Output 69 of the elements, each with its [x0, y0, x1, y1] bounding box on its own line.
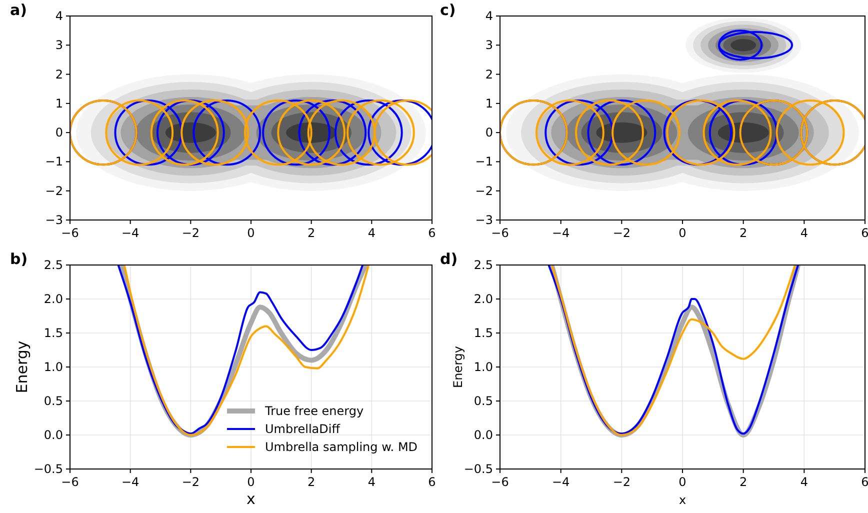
- x-tick-label: −2: [182, 475, 200, 489]
- x-tick-label: 6: [861, 475, 868, 489]
- y-tick-label: 3: [55, 38, 63, 52]
- legend-label: True free energy: [264, 404, 364, 418]
- y-tick-label: −3: [45, 213, 63, 227]
- x-tick-label: 2: [740, 475, 748, 489]
- y-tick-label: 1.0: [44, 360, 63, 374]
- x-tick-label: 2: [308, 226, 316, 240]
- chart-title: c): [440, 1, 456, 19]
- y-tick-label: 2.5: [474, 258, 493, 272]
- x-tick-label: −4: [121, 226, 140, 240]
- y-tick-label: 0: [485, 126, 493, 140]
- x-tick-label: 6: [428, 226, 436, 240]
- x-tick-label: −2: [612, 226, 631, 240]
- y-tick-label: −2: [45, 184, 63, 198]
- x-tick-label: 0: [678, 226, 686, 240]
- legend-label: UmbrellaDiff: [265, 422, 341, 436]
- chart-title: d): [440, 250, 458, 268]
- y-axis-title: Energy: [13, 340, 31, 394]
- y-tick-label: 2.0: [44, 292, 63, 306]
- x-tick-label: −2: [612, 475, 631, 489]
- x-tick-label: 0: [247, 475, 255, 489]
- x-axis-title: x: [678, 493, 686, 507]
- y-tick-label: 2.5: [44, 258, 63, 272]
- x-tick-label: −6: [61, 475, 79, 489]
- y-tick-label: 4: [55, 9, 63, 23]
- x-tick-label: 0: [678, 475, 686, 489]
- y-tick-label: −0.5: [34, 462, 63, 476]
- x-tick-label: −4: [552, 226, 570, 240]
- x-tick-label: −6: [61, 226, 79, 240]
- y-tick-label: −1: [475, 154, 493, 169]
- y-tick-label: 0.5: [44, 394, 63, 408]
- y-tick-label: 2.0: [474, 292, 493, 306]
- y-tick-label: 1: [55, 96, 63, 110]
- chart-title: b): [10, 250, 28, 268]
- x-axis-title: x: [246, 490, 256, 508]
- y-tick-label: −2: [475, 184, 493, 198]
- y-tick-label: 1.5: [474, 326, 493, 340]
- y-tick-label: −0.5: [464, 462, 493, 476]
- y-tick-label: 2: [485, 67, 493, 82]
- x-tick-label: −6: [491, 475, 509, 489]
- x-tick-label: 6: [428, 475, 436, 489]
- y-tick-label: 1.0: [474, 360, 493, 374]
- legend-label: Umbrella sampling w. MD: [265, 440, 418, 454]
- y-tick-label: 0: [55, 126, 63, 140]
- y-tick-label: 3: [485, 38, 493, 52]
- y-tick-label: −1: [45, 154, 63, 169]
- y-tick-label: 0.5: [474, 394, 493, 408]
- x-tick-label: 4: [800, 226, 808, 240]
- x-tick-label: 0: [247, 226, 255, 240]
- y-tick-label: 1: [485, 96, 493, 110]
- x-tick-label: 2: [740, 226, 748, 240]
- y-tick-label: 4: [485, 9, 493, 23]
- x-tick-label: −4: [552, 475, 570, 489]
- x-tick-label: 6: [861, 226, 868, 240]
- x-tick-label: 4: [800, 475, 808, 489]
- y-tick-label: −3: [475, 213, 493, 227]
- chart-title: a): [10, 1, 27, 19]
- y-tick-label: 0.0: [474, 428, 493, 442]
- y-tick-label: 0.0: [44, 428, 63, 442]
- y-axis-title: Energy: [451, 346, 465, 388]
- x-tick-label: 4: [368, 226, 376, 240]
- x-tick-label: 2: [308, 475, 316, 489]
- x-tick-label: 4: [368, 475, 376, 489]
- x-tick-label: −6: [491, 226, 509, 240]
- x-tick-label: −2: [182, 226, 200, 240]
- y-tick-label: 2: [55, 67, 63, 82]
- x-tick-label: −4: [121, 475, 140, 489]
- y-tick-label: 1.5: [44, 326, 63, 340]
